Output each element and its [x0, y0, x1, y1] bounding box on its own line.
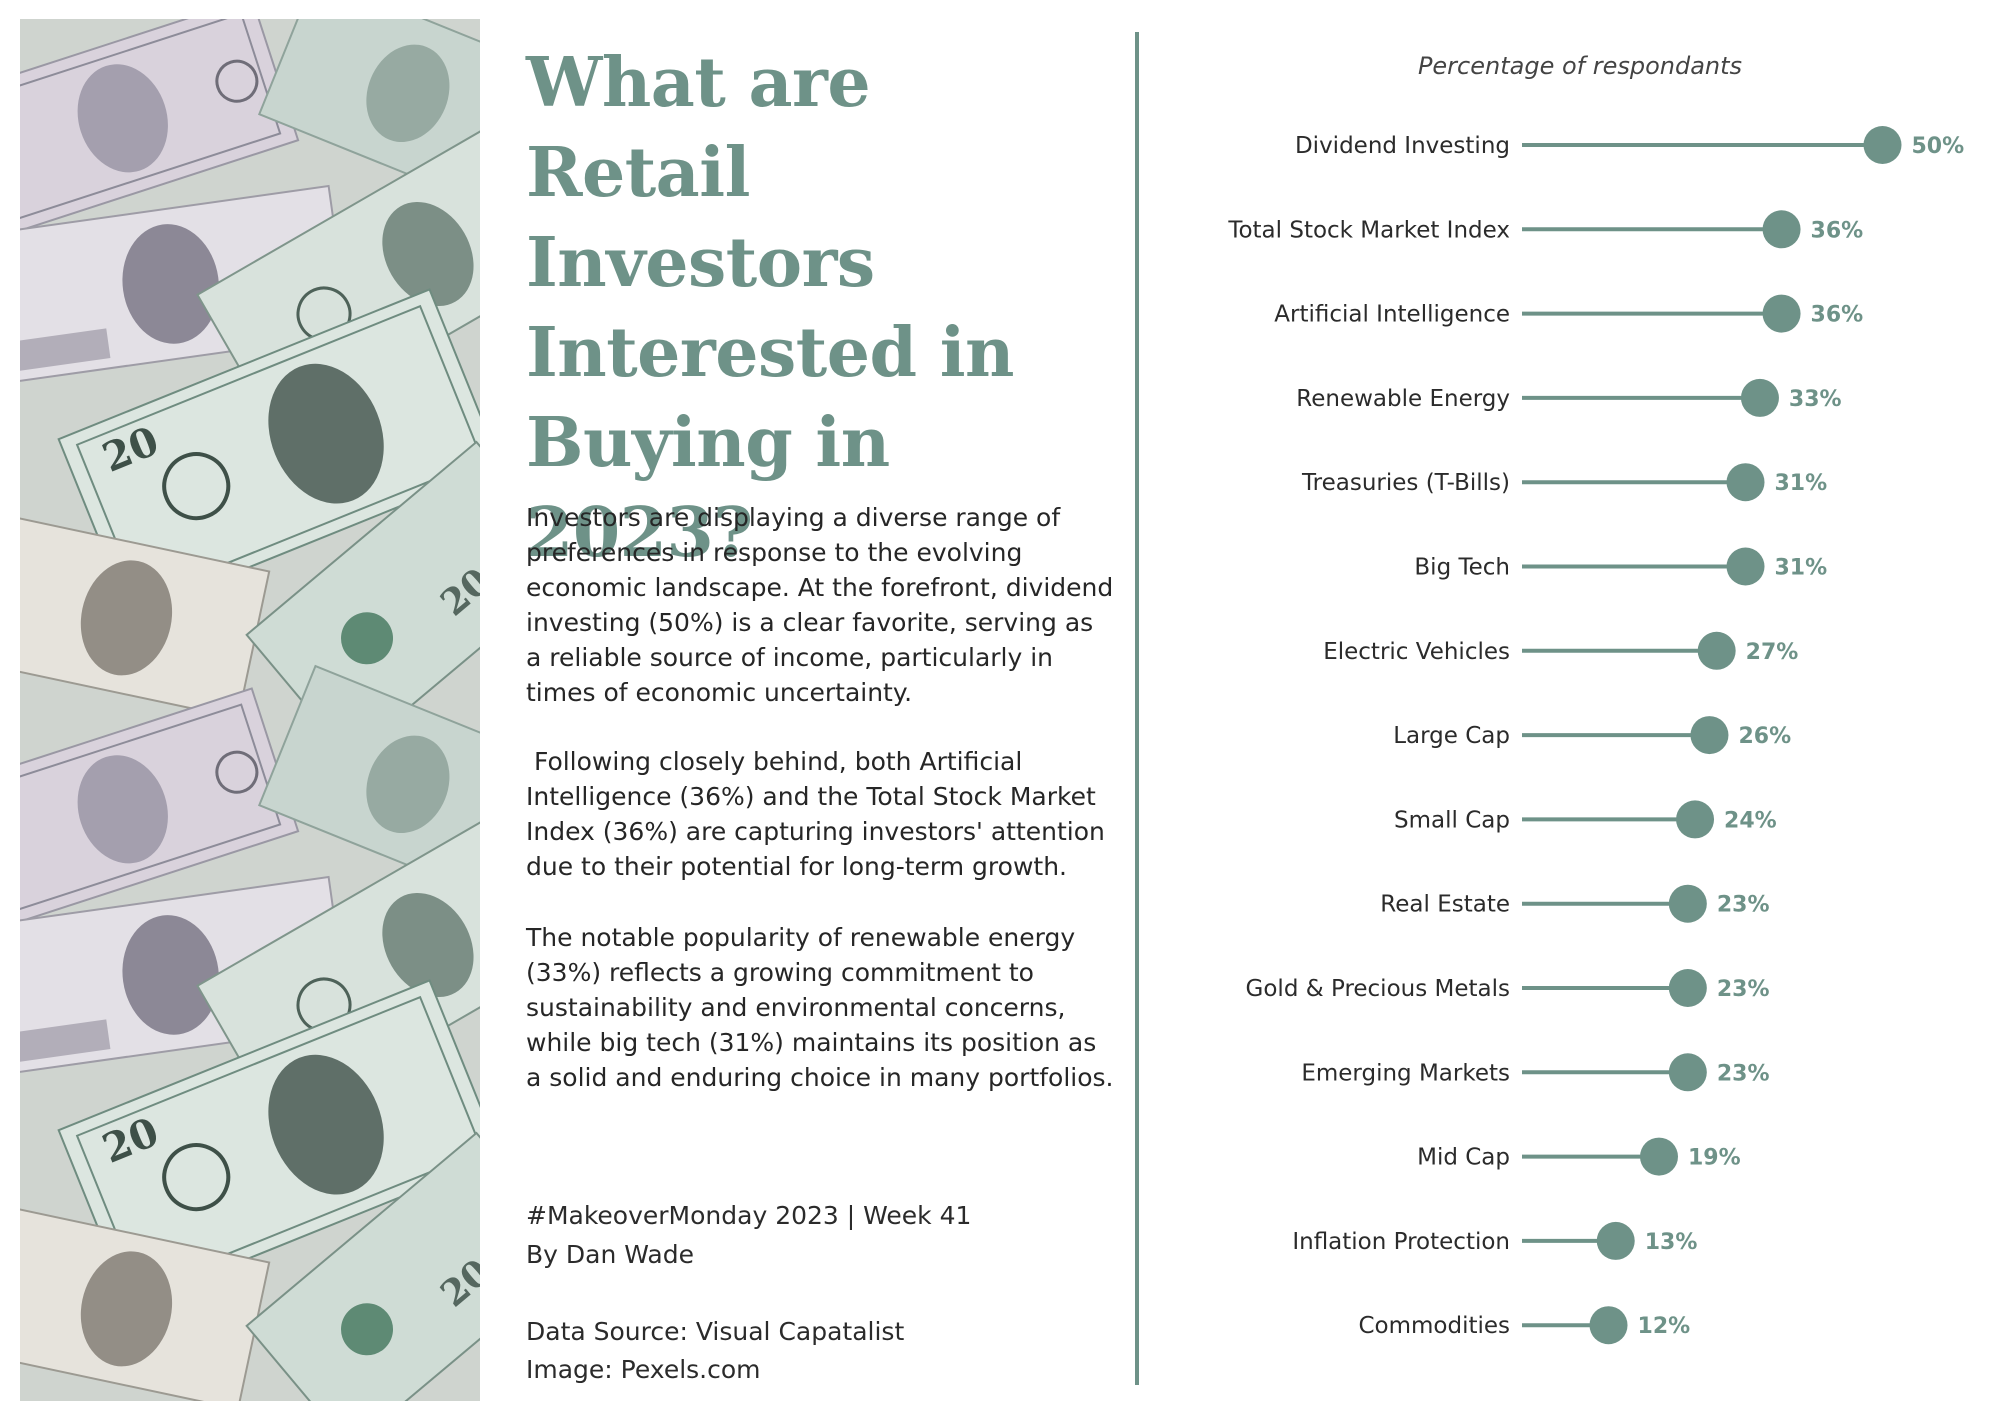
category-label: Emerging Markets: [1301, 1060, 1510, 1086]
lollipop-dot[interactable]: [1726, 463, 1765, 502]
lollipop-dot[interactable]: [1589, 1306, 1628, 1345]
lollipop-dot[interactable]: [1726, 547, 1765, 586]
category-label: Inflation Protection: [1292, 1229, 1510, 1255]
category-label: Commodities: [1358, 1313, 1510, 1339]
value-label: 31%: [1775, 471, 1828, 496]
lollipop-dot[interactable]: [1762, 210, 1801, 249]
value-label: 36%: [1811, 303, 1864, 328]
lollipop-dot[interactable]: [1668, 884, 1707, 923]
category-label: Treasuries (T-Bills): [1301, 470, 1510, 496]
lollipop-dot[interactable]: [1690, 716, 1729, 755]
value-label: 27%: [1746, 640, 1799, 665]
value-label: 50%: [1912, 134, 1965, 159]
category-label: Large Cap: [1393, 723, 1510, 749]
value-label: 23%: [1717, 893, 1770, 918]
value-label: 23%: [1717, 1061, 1770, 1086]
value-label: 33%: [1789, 387, 1842, 412]
banknotes-photo: 20 20: [20, 19, 480, 1401]
image-credit: Image: Pexels.com: [526, 1355, 761, 1384]
lollipop-dot[interactable]: [1668, 969, 1707, 1007]
lollipop-dot[interactable]: [1639, 1137, 1678, 1176]
author-credit: By Dan Wade: [526, 1240, 694, 1269]
page-title: What are Retail Investors Interested in …: [526, 43, 1014, 573]
lollipop-dot[interactable]: [1762, 294, 1801, 333]
category-label: Total Stock Market Index: [1227, 217, 1510, 243]
renewable-paragraph: The notable popularity of renewable ener…: [526, 923, 1114, 1092]
value-label: 19%: [1688, 1146, 1741, 1171]
category-label: Big Tech: [1414, 555, 1510, 581]
category-label: Electric Vehicles: [1323, 639, 1510, 665]
category-label: Real Estate: [1380, 892, 1510, 918]
category-label: Renewable Energy: [1296, 386, 1510, 412]
category-label: Mid Cap: [1417, 1145, 1510, 1171]
lollipop-chart: Percentage of respondants Dividend Inves…: [1227, 52, 1965, 1345]
lollipop-dot[interactable]: [1668, 1053, 1707, 1092]
category-label: Artificial Intelligence: [1274, 302, 1510, 328]
data-source-credit: Data Source: Visual Capatalist: [526, 1317, 905, 1346]
lollipop-dot[interactable]: [1676, 800, 1715, 839]
value-label: 31%: [1775, 556, 1828, 581]
lollipop-dot[interactable]: [1596, 1221, 1635, 1260]
value-label: 36%: [1811, 218, 1864, 243]
makeover-monday-credit: #MakeoverMonday 2023 | Week 41: [526, 1201, 972, 1230]
category-label: Gold & Precious Metals: [1246, 976, 1510, 1002]
value-label: 23%: [1717, 977, 1770, 1002]
vertical-divider: [1135, 32, 1139, 1385]
lollipop-dot[interactable]: [1697, 631, 1736, 670]
value-label: 24%: [1724, 808, 1777, 833]
value-label: 26%: [1738, 724, 1791, 749]
lollipop-dot[interactable]: [1740, 378, 1779, 417]
value-label: 12%: [1638, 1314, 1691, 1339]
category-label: Small Cap: [1394, 807, 1510, 833]
growth-paragraph: Following closely behind, both Artificia…: [526, 747, 1113, 881]
chart-axis-title: Percentage of respondants: [1418, 52, 1742, 80]
value-label: 13%: [1645, 1230, 1698, 1255]
category-label: Dividend Investing: [1295, 133, 1510, 159]
lollipop-dot[interactable]: [1863, 126, 1902, 164]
intro-paragraph: Investors are displaying a diverse range…: [526, 503, 1122, 707]
